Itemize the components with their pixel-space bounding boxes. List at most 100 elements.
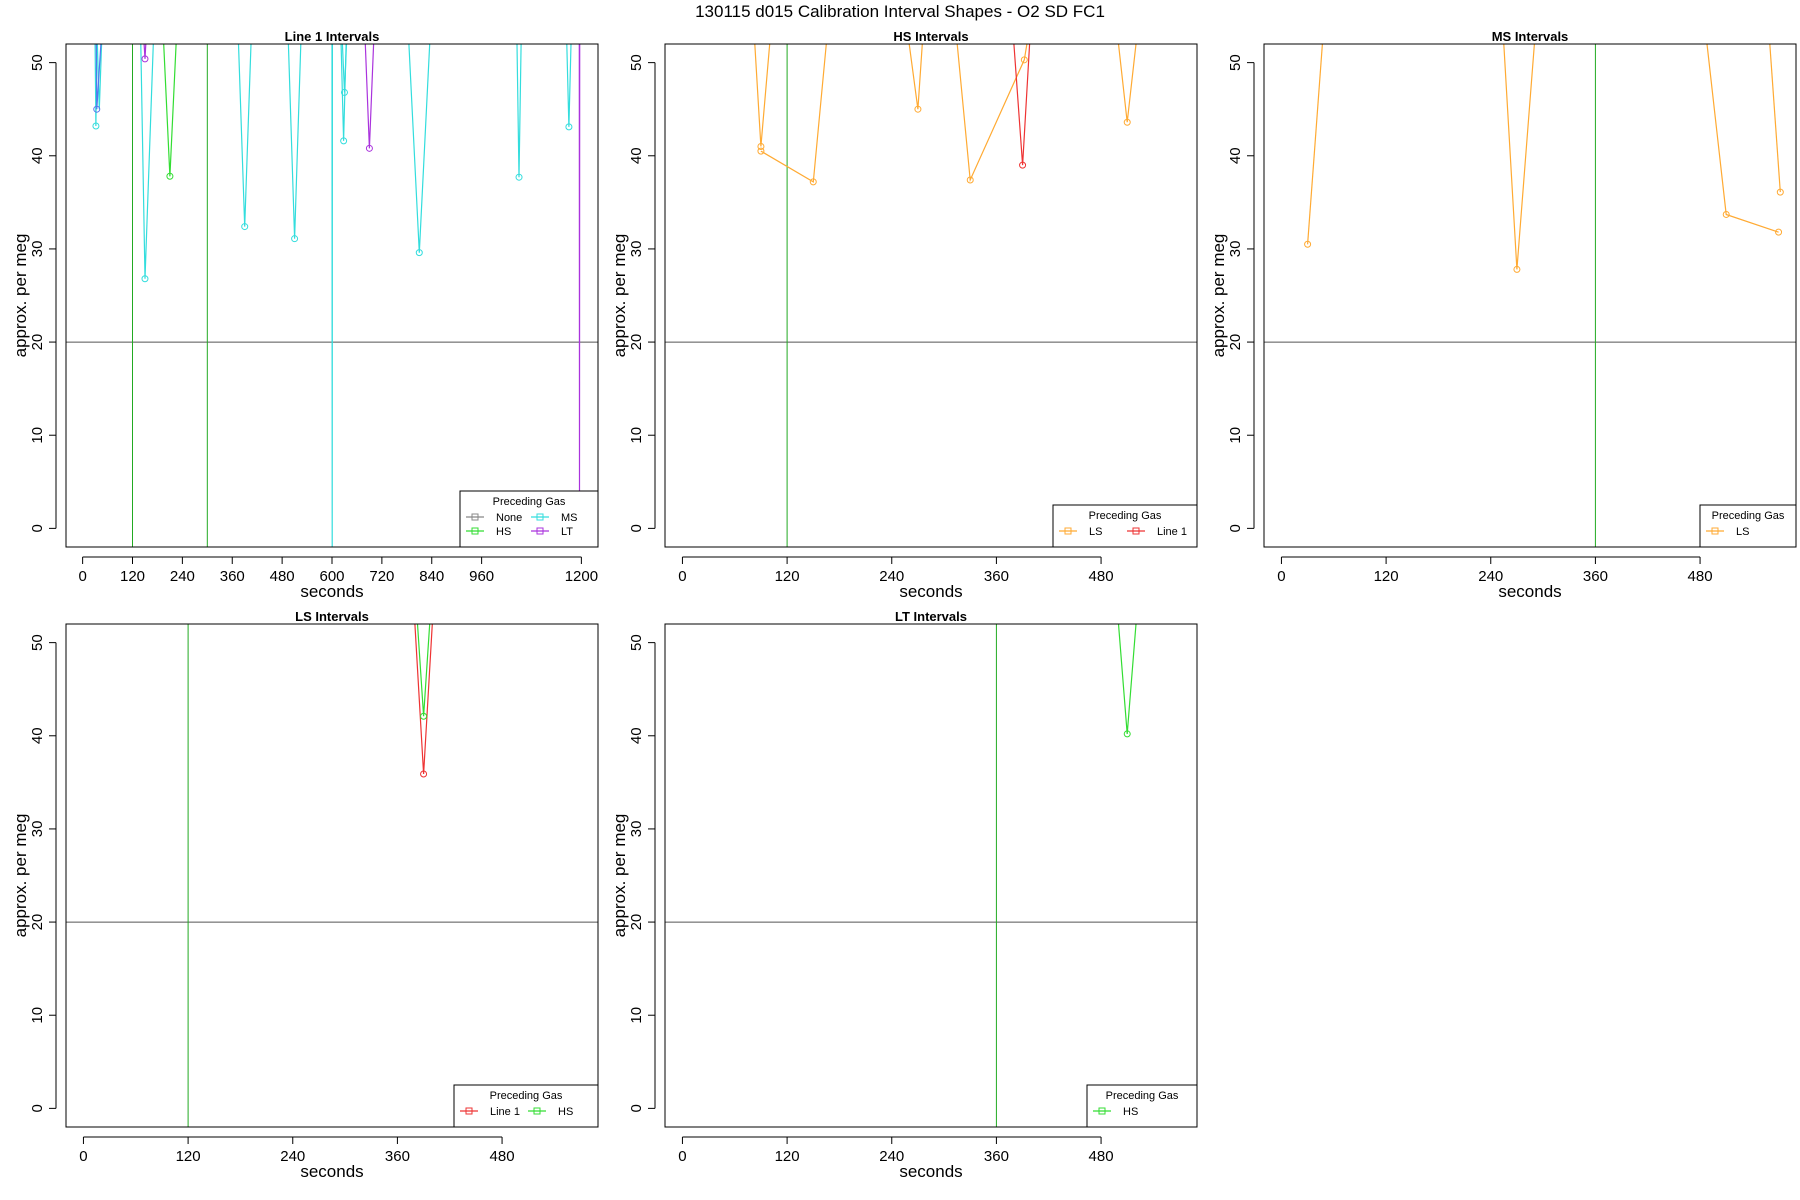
chart-title: LT Intervals xyxy=(895,609,967,624)
data-point xyxy=(92,122,100,130)
series-line-ls xyxy=(1503,44,1535,270)
data-group xyxy=(92,44,581,547)
series-line-ls xyxy=(1769,44,1781,193)
legend-swatch-marker xyxy=(1132,527,1140,535)
x-tick-label: 720 xyxy=(369,568,394,585)
data-point xyxy=(415,249,423,257)
legend-box xyxy=(1699,504,1797,548)
series-line-line-1 xyxy=(1013,44,1031,166)
y-tick-label: 50 xyxy=(628,54,645,71)
legend-title: Preceding Gas xyxy=(490,1090,563,1102)
x-tick-label: 360 xyxy=(984,568,1009,585)
legend-swatch-marker xyxy=(1711,527,1719,535)
x-tick-label: 480 xyxy=(1089,1148,1114,1165)
x-tick-label: 240 xyxy=(280,1148,305,1165)
data-point xyxy=(420,712,428,720)
legend-box xyxy=(1052,504,1198,548)
data-point xyxy=(420,770,428,778)
chart-title: HS Intervals xyxy=(893,29,968,44)
y-tick-label: 40 xyxy=(628,727,645,744)
data-point xyxy=(365,144,373,152)
y-tick-label: 0 xyxy=(1227,524,1244,532)
series-line-ms xyxy=(140,44,154,279)
y-axis-label: approx. per meg xyxy=(1209,234,1228,358)
data-group xyxy=(414,624,433,778)
y-tick-label: 20 xyxy=(1227,334,1244,351)
y-tick-label: 40 xyxy=(29,727,46,744)
x-tick-label: 480 xyxy=(490,1148,515,1165)
x-tick-label: 600 xyxy=(319,568,344,585)
x-tick-label: 840 xyxy=(419,568,444,585)
legend-swatch-marker xyxy=(465,1107,473,1115)
x-tick-label: 480 xyxy=(1089,568,1114,585)
x-axis-label: seconds xyxy=(300,582,363,601)
y-tick-label: 50 xyxy=(1227,54,1244,71)
y-tick-label: 0 xyxy=(628,524,645,532)
data-group xyxy=(1117,624,1137,738)
data-point xyxy=(1776,188,1784,196)
data-group xyxy=(1304,44,1784,273)
legend-entry-label: LT xyxy=(561,526,573,538)
y-tick-label: 0 xyxy=(29,524,46,532)
y-tick-label: 20 xyxy=(628,334,645,351)
chart-title: Line 1 Intervals xyxy=(285,29,380,44)
y-axis-label: approx. per meg xyxy=(11,814,30,938)
x-tick-label: 360 xyxy=(1583,568,1608,585)
legend: Preceding Gas Line 1 HS xyxy=(453,1084,599,1128)
data-point xyxy=(166,172,174,180)
data-point xyxy=(141,55,149,63)
x-tick-label: 120 xyxy=(775,568,800,585)
x-tick-label: 120 xyxy=(1374,568,1399,585)
legend-title: Preceding Gas xyxy=(1106,1090,1179,1102)
data-point xyxy=(1020,56,1028,64)
data-point xyxy=(1722,210,1730,218)
data-point xyxy=(757,147,765,155)
legend-box xyxy=(1086,1084,1198,1128)
x-tick-label: 360 xyxy=(220,568,245,585)
series-line-ms xyxy=(566,44,572,127)
series-line-ls xyxy=(956,44,1028,183)
data-point xyxy=(809,178,817,186)
data-point xyxy=(1775,228,1783,236)
plot-frame xyxy=(1263,43,1797,548)
data-point xyxy=(141,275,149,283)
x-tick-label: 120 xyxy=(120,568,145,585)
y-tick-label: 40 xyxy=(1227,147,1244,164)
legend-entry-label: Line 1 xyxy=(1157,526,1187,538)
y-axis-label: approx. per meg xyxy=(610,234,629,358)
legend-box xyxy=(453,1084,599,1128)
series-line-line-1 xyxy=(414,624,433,775)
series-line-hs xyxy=(416,624,431,717)
plot-frame xyxy=(664,623,1198,1128)
chart-panel-5: LT Intervals 0 10 20 30 40 50 approx. per meg 0 1… xyxy=(610,609,1198,1181)
y-tick-label: 10 xyxy=(1227,427,1244,444)
page-title: 130115 d015 Calibration Interval Shapes … xyxy=(695,2,1105,21)
y-tick-label: 40 xyxy=(628,147,645,164)
y-tick-label: 10 xyxy=(628,427,645,444)
x-tick-label: 240 xyxy=(1478,568,1503,585)
y-tick-label: 50 xyxy=(29,54,46,71)
legend-swatch-marker xyxy=(536,513,544,521)
legend-entry-label: Line 1 xyxy=(490,1106,520,1118)
series-line-ls xyxy=(760,44,827,183)
series-line-ms xyxy=(287,44,302,239)
y-tick-label: 10 xyxy=(628,1007,645,1024)
data-point xyxy=(1123,730,1131,738)
y-tick-label: 10 xyxy=(29,427,46,444)
x-axis-label: seconds xyxy=(1498,582,1561,601)
chart-panel-1: Line 1 Intervals 0 10 20 30 40 50 approx. per m… xyxy=(11,29,599,601)
x-axis-label: seconds xyxy=(300,1162,363,1181)
y-tick-label: 40 xyxy=(29,147,46,164)
series-line-hs xyxy=(163,44,177,177)
x-tick-label: 0 xyxy=(78,568,86,585)
x-tick-label: 0 xyxy=(79,1148,87,1165)
series-line-lt xyxy=(143,44,147,59)
legend-entry-label: LS xyxy=(1736,526,1749,538)
legend-entry-label: LS xyxy=(1089,526,1102,538)
x-tick-label: 0 xyxy=(678,568,686,585)
x-tick-label: 1200 xyxy=(565,568,598,585)
chart-panel-2: HS Intervals 0 10 20 30 40 50 approx. per meg 0 1… xyxy=(610,29,1198,601)
y-axis-label: approx. per meg xyxy=(610,814,629,938)
series-line-lt xyxy=(95,44,102,110)
plot-frame xyxy=(65,623,599,1128)
